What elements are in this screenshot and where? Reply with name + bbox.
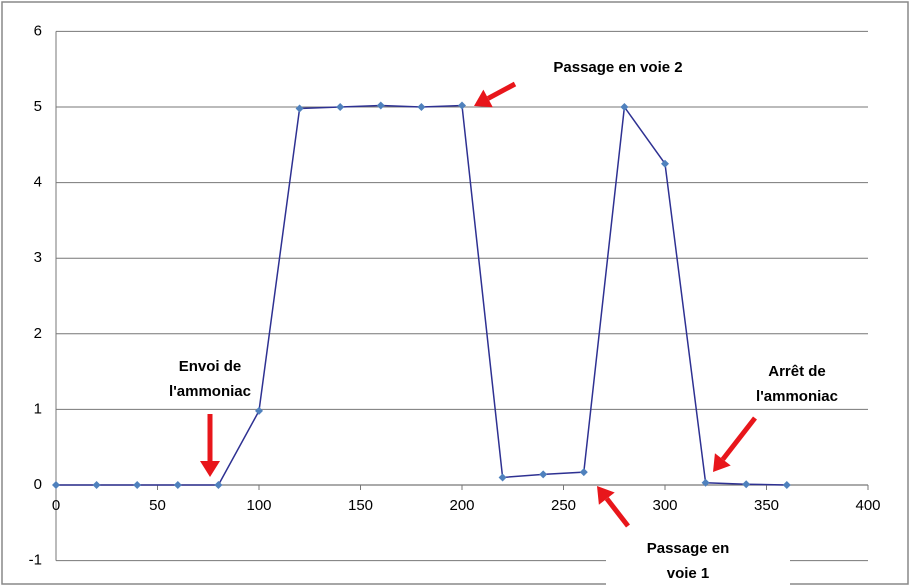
arrow-head [713,453,731,472]
data-point [417,103,426,111]
annotation: l'ammoniac [756,388,838,405]
data-point [376,101,385,110]
data-point [701,478,710,487]
y-tick-label: 0 [34,476,42,493]
x-tick-label: 50 [149,497,166,514]
annotation: Passage en [647,540,730,557]
arrow-head [474,89,493,108]
y-tick-label: 1 [34,400,42,417]
arrow-shaft [604,497,630,528]
annotation: voie 1 [667,565,710,582]
annotation: Passage en voie 2 [553,59,682,76]
x-tick-label: 300 [652,497,677,514]
arrow-shaft [486,81,517,101]
arrow-head [597,486,615,505]
arrow-head [200,461,220,477]
arrow-shaft [720,416,757,461]
data-point [173,481,182,489]
x-tick-label: 100 [246,497,271,514]
annotation: l'ammoniac [169,383,251,400]
data-point [498,473,507,482]
data-point [458,101,466,110]
data-point [52,481,60,489]
x-tick-label: 250 [551,497,576,514]
y-tick-label: 2 [34,325,42,342]
data-point [620,103,629,111]
data-point [133,481,142,489]
x-tick-label: 0 [52,497,60,514]
data-point [742,480,751,489]
x-tick-label: 350 [754,497,779,514]
annotation: Arrêt de [768,363,826,380]
data-point [295,104,304,113]
data-point [782,481,791,489]
y-tick-label: 6 [34,22,42,39]
annotation: Envoi de [179,358,242,375]
x-tick-label: 400 [855,497,880,514]
y-tick-label: 4 [34,174,42,191]
data-point [255,406,263,415]
y-tick-label: -1 [29,552,42,569]
y-tick-label: 5 [34,98,42,115]
label-backdrop [606,530,790,586]
x-tick-label: 150 [348,497,373,514]
y-tick-label: 3 [34,249,42,266]
data-point [579,468,588,477]
x-tick-label: 200 [449,497,474,514]
data-point [336,103,345,111]
data-point [539,470,548,479]
data-point [92,481,101,489]
data-point [661,159,669,168]
data-point [214,481,223,489]
